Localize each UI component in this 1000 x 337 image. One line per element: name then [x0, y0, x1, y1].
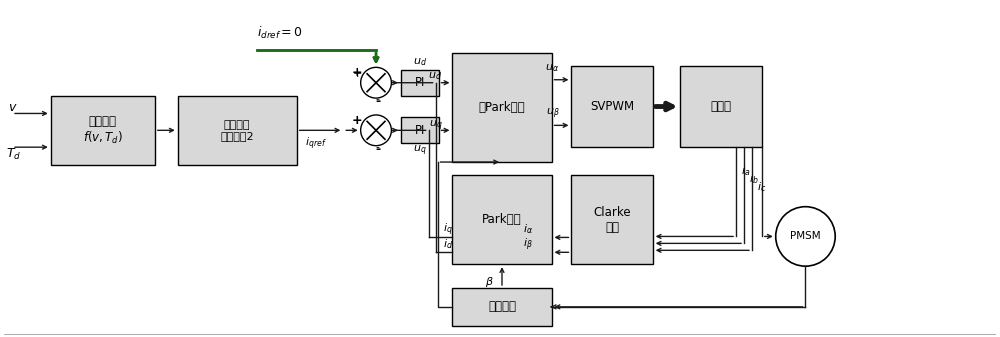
Text: 逆变器: 逆变器 — [711, 100, 732, 113]
Text: $i_b$: $i_b$ — [749, 172, 759, 186]
Text: +: + — [352, 116, 362, 126]
Text: +: + — [352, 66, 362, 79]
Text: PI: PI — [414, 124, 425, 137]
Text: $\beta$: $\beta$ — [485, 275, 494, 289]
Circle shape — [361, 67, 391, 98]
Circle shape — [776, 207, 835, 266]
Text: $u_d$: $u_d$ — [428, 70, 442, 82]
Text: $u_\alpha$: $u_\alpha$ — [545, 62, 560, 74]
Text: $i_{dref}=0$: $i_{dref}=0$ — [257, 25, 303, 41]
Bar — [401, 117, 439, 143]
Text: $i_c$: $i_c$ — [757, 180, 766, 194]
Bar — [401, 70, 439, 96]
Bar — [452, 175, 552, 264]
Bar — [178, 96, 297, 165]
Text: PI: PI — [414, 76, 425, 89]
Bar — [51, 96, 155, 165]
Bar — [452, 288, 552, 326]
Text: $i_d$: $i_d$ — [443, 238, 454, 251]
Text: -: - — [375, 95, 381, 108]
Text: $v$: $v$ — [8, 101, 18, 114]
Bar — [571, 175, 653, 264]
Text: $i_\alpha$: $i_\alpha$ — [523, 223, 533, 236]
Text: 助力曲线
$f(v,T_d)$: 助力曲线 $f(v,T_d)$ — [83, 115, 123, 146]
Text: $u_q$: $u_q$ — [429, 118, 442, 132]
Text: $u_d$: $u_d$ — [413, 56, 427, 68]
Circle shape — [361, 115, 391, 146]
Text: $T_d$: $T_d$ — [6, 147, 21, 162]
Text: $i_q$: $i_q$ — [443, 221, 453, 238]
Text: $i_{qref}$: $i_{qref}$ — [305, 136, 326, 152]
Text: -: - — [375, 95, 379, 104]
Text: Park变换: Park变换 — [482, 213, 522, 226]
Text: +: + — [352, 69, 362, 79]
Bar — [452, 53, 552, 162]
Text: SVPWM: SVPWM — [590, 100, 634, 113]
Text: 位置信号: 位置信号 — [488, 300, 516, 313]
Text: $u_q$: $u_q$ — [413, 144, 427, 158]
Text: $u_\beta$: $u_\beta$ — [546, 106, 560, 121]
Text: 反Park变换: 反Park变换 — [479, 101, 525, 114]
Text: -: - — [375, 142, 379, 152]
Text: $i_\beta$: $i_\beta$ — [523, 236, 533, 252]
Text: PMSM: PMSM — [790, 232, 821, 241]
Text: Clarke
变换: Clarke 变换 — [593, 206, 631, 234]
Text: +: + — [352, 114, 362, 127]
Text: 转矩平滑
切换模块2: 转矩平滑 切换模块2 — [220, 120, 254, 141]
Text: -: - — [375, 143, 381, 156]
Bar — [571, 66, 653, 147]
Text: $i_a$: $i_a$ — [741, 164, 750, 178]
Bar — [680, 66, 762, 147]
